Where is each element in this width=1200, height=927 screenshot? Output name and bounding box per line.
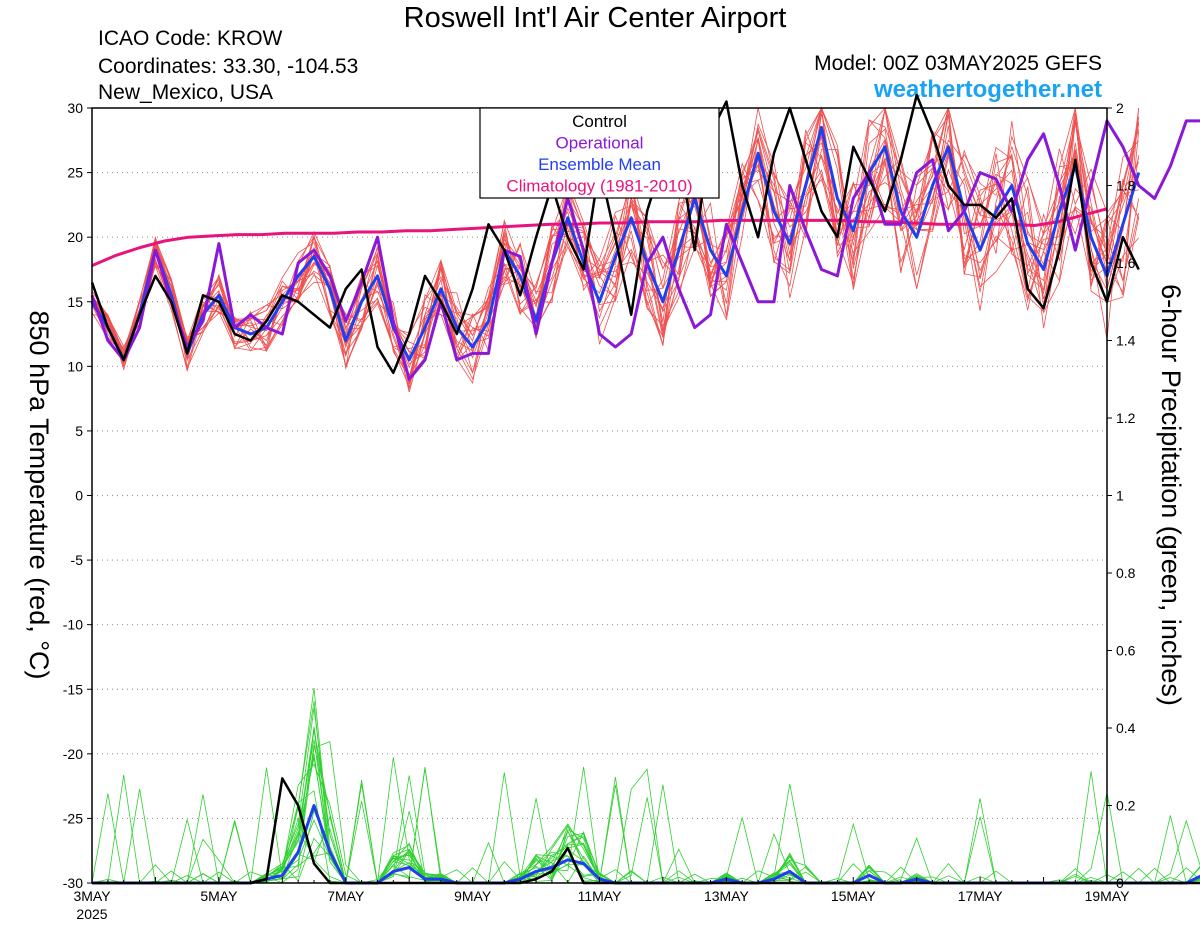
precip-member-line bbox=[92, 687, 1200, 884]
x-tick-label: 19MAY bbox=[1085, 888, 1131, 904]
control-precip-line bbox=[92, 777, 1200, 885]
operational-temp-line bbox=[90, 119, 1200, 381]
x-tick-label: 3MAY bbox=[73, 888, 111, 904]
y2-tick-label: 0.8 bbox=[1116, 565, 1136, 581]
y2-tick-label: 0.6 bbox=[1116, 643, 1136, 659]
y-tick-label: 30 bbox=[67, 100, 83, 116]
x-tick-label: 11MAY bbox=[578, 888, 622, 904]
y-tick-label: -15 bbox=[63, 681, 83, 697]
x-tick-label: 13MAY bbox=[704, 888, 750, 904]
y2-axis-title: 6-hour Precipitation (green, inches) bbox=[1156, 284, 1186, 706]
icao-code: ICAO Code: KROW bbox=[98, 27, 283, 50]
climatology-line bbox=[91, 207, 1108, 267]
axes: 302520151050-5-10-15-20-25-3021.81.61.41… bbox=[24, 100, 1186, 922]
y-tick-label: -10 bbox=[63, 617, 83, 633]
precip-member-line bbox=[92, 741, 1200, 884]
y2-tick-label: 1.6 bbox=[1116, 255, 1136, 271]
precip-member-line bbox=[91, 739, 1200, 884]
legend: Control Operational Ensemble Mean Climatolo… bbox=[479, 107, 720, 199]
control-temp-line bbox=[90, 93, 1140, 375]
precip-member-line bbox=[92, 766, 1200, 884]
y2-tick-label: 1 bbox=[1116, 488, 1124, 504]
y-tick-label: -20 bbox=[63, 746, 83, 762]
y2-tick-label: 1.8 bbox=[1116, 178, 1136, 194]
x-tick-label: 15MAY bbox=[831, 888, 877, 904]
x-tick-label: 7MAY bbox=[327, 888, 365, 904]
legend-entry: Control bbox=[572, 112, 627, 131]
precip-member-line bbox=[91, 700, 1200, 884]
chart-title: Roswell Int'l Air Center Airport bbox=[403, 2, 787, 34]
precip-member-line bbox=[92, 708, 1200, 884]
y2-tick-label: 0.2 bbox=[1116, 798, 1136, 814]
main-series bbox=[90, 93, 1200, 885]
precip-member-line bbox=[92, 783, 1200, 885]
y2-tick-label: 1.2 bbox=[1116, 410, 1136, 426]
precip-member-line bbox=[92, 757, 1200, 884]
legend-entry: Ensemble Mean bbox=[538, 155, 661, 174]
temp-member-line bbox=[91, 107, 1140, 356]
y-tick-label: 10 bbox=[67, 358, 83, 374]
x-tick-sublabel: 2025 bbox=[76, 906, 107, 922]
y-tick-label: -25 bbox=[63, 810, 83, 826]
ensemble-mean-precip-line bbox=[92, 804, 1200, 885]
gridlines bbox=[92, 171, 1107, 820]
y2-tick-label: 0.4 bbox=[1116, 720, 1136, 736]
temp-member-line bbox=[91, 107, 1140, 393]
y-tick-label: 25 bbox=[67, 165, 83, 181]
legend-box bbox=[479, 107, 720, 199]
precip-member-line bbox=[92, 730, 1200, 885]
y2-tick-label: 0 bbox=[1116, 875, 1124, 891]
legend-entry: Operational bbox=[556, 134, 644, 153]
y-tick-label: 20 bbox=[67, 229, 83, 245]
y2-tick-label: 2 bbox=[1116, 100, 1124, 116]
precip-member-line bbox=[92, 753, 1200, 885]
temp-member-line bbox=[91, 107, 1140, 393]
y-tick-label: 0 bbox=[75, 488, 83, 504]
site-link[interactable]: weathertogether.net bbox=[873, 76, 1102, 103]
precip-member-line bbox=[92, 726, 1200, 884]
x-tick-label: 9MAY bbox=[454, 888, 492, 904]
x-tick-label: 17MAY bbox=[958, 888, 1004, 904]
x-tick-label: 5MAY bbox=[200, 888, 238, 904]
legend-entry: Climatology (1981-2010) bbox=[506, 177, 692, 196]
y-tick-label: -30 bbox=[63, 875, 83, 891]
precip-member-line bbox=[92, 763, 1200, 884]
temp-member-line bbox=[91, 107, 1140, 378]
y-tick-label: 15 bbox=[67, 294, 83, 310]
y-tick-label: 5 bbox=[75, 423, 83, 439]
precip-member-line bbox=[92, 727, 1200, 884]
location: New_Mexico, USA bbox=[98, 81, 274, 104]
coordinates: Coordinates: 33.30, -104.53 bbox=[98, 55, 359, 78]
precip-member-line bbox=[92, 745, 1200, 884]
model-run: Model: 00Z 03MAY2025 GEFS bbox=[814, 52, 1102, 75]
y-tick-label: -5 bbox=[71, 552, 84, 568]
y2-tick-label: 1.4 bbox=[1116, 333, 1136, 349]
y-axis-title: 850 hPa Temperature (red, °C) bbox=[24, 311, 54, 680]
temp-member-line bbox=[91, 107, 1140, 371]
temp-member-line bbox=[91, 106, 1139, 359]
precip-member-line bbox=[92, 838, 1200, 884]
